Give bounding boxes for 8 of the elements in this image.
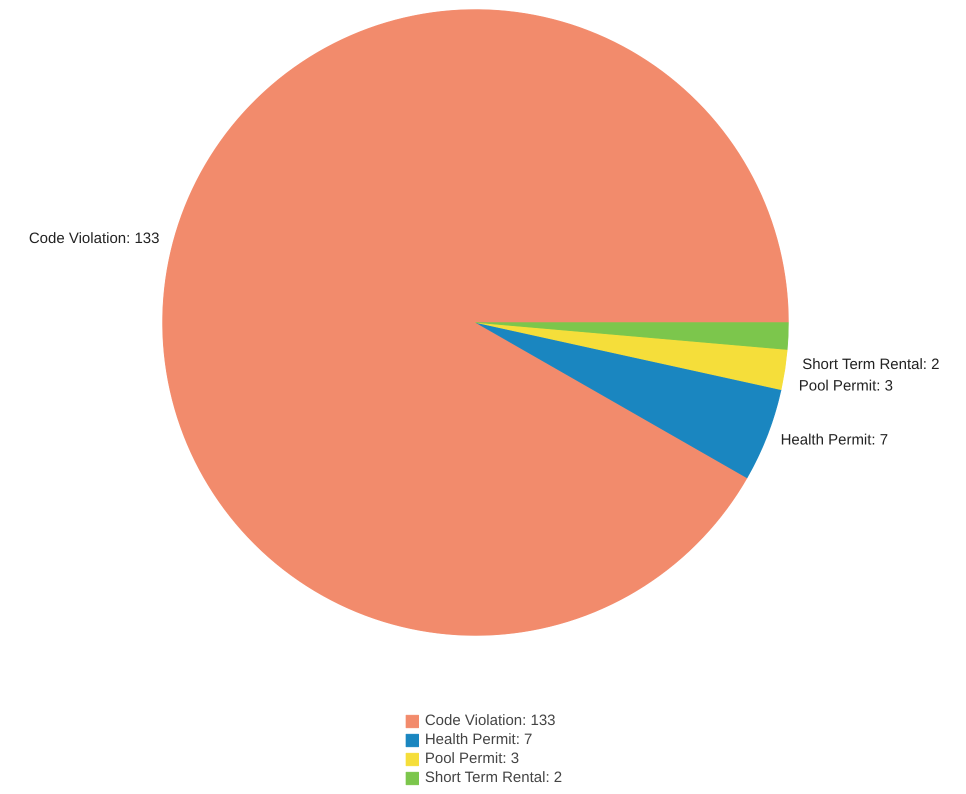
legend-label: Pool Permit: 3 [424,750,520,767]
slice-label: Pool Permit: 3 [798,377,893,394]
legend-label: Health Permit: 7 [424,731,532,748]
slice-label: Short Term Rental: 2 [802,356,940,374]
slice-label: Health Permit: 7 [780,432,888,449]
legend-label: Short Term Rental: 2 [424,769,562,786]
legend-label: Code Violation: 133 [424,712,556,729]
slice-label: Code Violation: 133 [28,230,160,247]
